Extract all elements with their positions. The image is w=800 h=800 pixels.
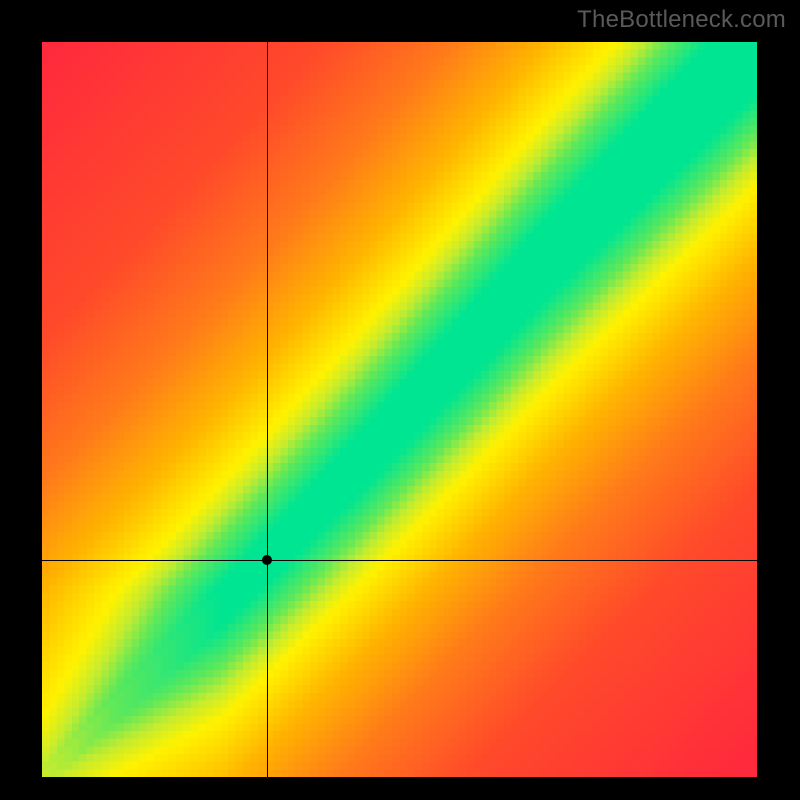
bottleneck-heatmap [42,42,757,777]
crosshair-horizontal [42,560,757,561]
crosshair-vertical [267,42,268,777]
watermark-text: TheBottleneck.com [577,6,786,34]
data-point-marker [262,555,272,565]
